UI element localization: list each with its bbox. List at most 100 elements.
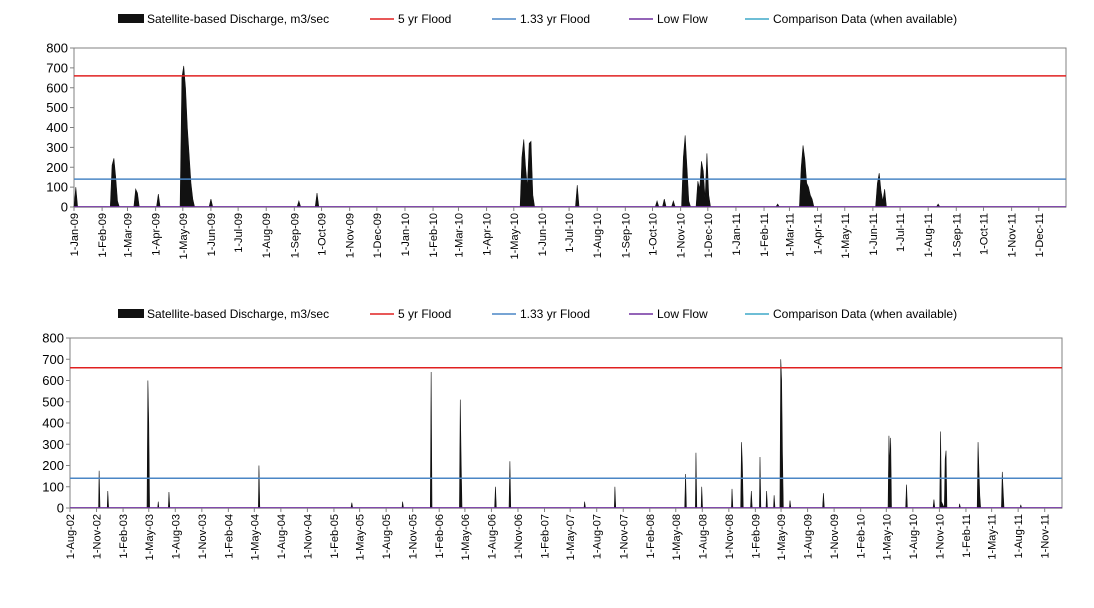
y-tick-label: 100 (46, 180, 68, 195)
x-tick-label: 1-May-10 (881, 514, 893, 560)
x-tick-label: 1-Aug-10 (592, 213, 604, 258)
x-tick-label: 1-Nov-11 (1040, 514, 1052, 558)
legend-label-flood133: 1.33 yr Flood (520, 12, 590, 26)
x-tick-label: 1-Jan-09 (69, 213, 81, 256)
legend-label-flood5: 5 yr Flood (398, 12, 451, 26)
x-tick-label: 1-Sep-09 (289, 213, 301, 258)
x-tick-label: 1-Oct-09 (317, 213, 329, 256)
x-tick-label: 1-Aug-08 (697, 514, 709, 559)
y-tick-label: 400 (42, 416, 64, 431)
x-tick-label: 1-Jun-09 (206, 213, 218, 256)
x-tick-label: 1-Sep-11 (951, 213, 963, 257)
y-tick-label: 200 (46, 160, 68, 175)
y-tick-label: 800 (42, 331, 64, 346)
plot-area (73, 47, 1067, 208)
legend-label-comparison: Comparison Data (when available) (773, 307, 957, 321)
x-tick-label: 1-Feb-04 (223, 514, 235, 559)
x-tick-label: 1-May-03 (144, 514, 156, 560)
x-tick-label: 1-Aug-09 (803, 514, 815, 559)
x-tick-label: 1-Nov-09 (345, 213, 357, 258)
x-tick-label: 1-Nov-09 (829, 514, 841, 559)
legend-swatch-discharge (118, 14, 144, 23)
y-tick-label: 100 (42, 479, 64, 494)
x-tick-label: 1-Feb-07 (540, 514, 552, 559)
x-tick-label: 1-Dec-09 (372, 213, 384, 258)
x-tick-label: 1-May-11 (987, 514, 999, 560)
legend-swatch-discharge (118, 309, 144, 318)
y-tick-label: 400 (46, 120, 68, 135)
legend-label-lowflow: Low Flow (657, 307, 708, 321)
x-tick-label: 1-May-09 (776, 514, 788, 560)
x-tick-label: 1-May-08 (671, 514, 683, 560)
y-tick-label: 300 (42, 437, 64, 452)
x-tick-label: 1-Aug-09 (261, 213, 273, 258)
x-tick-label: 1-Feb-05 (329, 514, 341, 559)
x-tick-label: 1-Feb-10 (856, 514, 868, 559)
x-tick-label: 1-Feb-08 (645, 514, 657, 559)
x-tick-label: 1-May-05 (355, 514, 367, 560)
y-tick-label: 800 (46, 41, 68, 56)
legend-label-flood5: 5 yr Flood (398, 307, 451, 321)
x-tick-label: 1-Aug-10 (908, 514, 920, 559)
plot-area (69, 337, 1063, 509)
x-tick-label: 1-Nov-10 (676, 213, 688, 258)
x-tick-label: 1-Jan-11 (731, 213, 743, 256)
legend-bottom: Satellite-based Discharge, m3/sec 5 yr F… (118, 307, 957, 321)
x-tick-label: 1-Nov-03 (197, 514, 209, 559)
x-tick-label: 1-Feb-09 (750, 514, 762, 559)
x-tick-label: 1-May-06 (460, 514, 472, 560)
x-tick-label: 1-Nov-10 (934, 514, 946, 559)
x-tick-label: 1-Feb-03 (118, 514, 130, 559)
y-tick-label: 300 (46, 140, 68, 155)
x-tick-label: 1-Jun-10 (537, 213, 549, 256)
legend-label-comparison: Comparison Data (when available) (773, 12, 957, 26)
x-tick-label: 1-Aug-03 (170, 514, 182, 559)
x-tick-label: 1-Nov-07 (618, 514, 630, 559)
discharge-area-series (73, 65, 1066, 208)
x-tick-label: 1-Feb-10 (428, 213, 440, 258)
x-tick-label: 1-Sep-10 (620, 213, 632, 258)
x-tick-label: 1-Nov-08 (724, 514, 736, 559)
x-tick-label: 1-Aug-11 (923, 213, 935, 257)
x-tick-label: 1-Jan-10 (400, 213, 412, 256)
y-tick-label: 200 (42, 458, 64, 473)
x-tick-label: 1-Dec-10 (703, 213, 715, 258)
legend-label-flood133: 1.33 yr Flood (520, 307, 590, 321)
y-tick-label: 500 (42, 394, 64, 409)
legend-label-discharge: Satellite-based Discharge, m3/sec (147, 307, 329, 321)
x-tick-label: 1-Aug-05 (381, 514, 393, 559)
chart-bottom-2002-2011: 0 100 200 300 400 500 600 700 800 1-Aug-02 1-Nov-0… (42, 331, 1063, 560)
x-tick-label: 1-Feb-11 (961, 514, 973, 558)
x-tick-label: 1-Feb-09 (97, 213, 109, 258)
x-tick-label: 1-Apr-10 (482, 213, 494, 256)
y-tick-label: 500 (46, 100, 68, 115)
x-tick-label: 1-May-09 (178, 213, 190, 259)
x-tick-label: 1-May-07 (565, 514, 577, 560)
x-tick-label: 1-May-10 (509, 213, 521, 259)
x-tick-label: 1-Jul-09 (233, 213, 245, 253)
x-tick-label: 1-Aug-06 (486, 514, 498, 559)
x-tick-label: 1-Mar-10 (453, 213, 465, 258)
x-tick-label: 1-Feb-06 (434, 514, 446, 559)
x-tick-label: 1-Aug-04 (276, 514, 288, 559)
y-tick-label: 0 (61, 200, 68, 215)
x-tick-label: 1-Aug-02 (65, 514, 77, 559)
legend-label-discharge: Satellite-based Discharge, m3/sec (147, 12, 329, 26)
chart-top-2009-2011: 0 100 200 300 400 500 600 700 800 1-Jan-09 1-Feb-0… (46, 41, 1067, 259)
x-tick-label: 1-May-11 (840, 213, 852, 259)
y-tick-label: 0 (57, 501, 64, 516)
y-tick-label: 700 (46, 60, 68, 75)
x-tick-label: 1-Nov-06 (513, 514, 525, 559)
legend-top: Satellite-based Discharge, m3/sec 5 yr F… (118, 12, 957, 26)
x-tick-label: 1-Oct-11 (978, 213, 990, 255)
y-tick-label: 600 (42, 373, 64, 388)
x-tick-label: 1-Mar-09 (123, 213, 135, 258)
x-tick-label: 1-Dec-11 (1034, 213, 1046, 257)
x-tick-label: 1-Oct-10 (648, 213, 660, 256)
x-tick-label: 1-Jun-11 (868, 213, 880, 256)
x-tick-label: 1-Nov-02 (92, 514, 104, 559)
x-tick-label: 1-Mar-11 (784, 213, 796, 257)
x-tick-label: 1-May-04 (249, 514, 261, 560)
x-tick-label: 1-Apr-11 (813, 213, 825, 255)
